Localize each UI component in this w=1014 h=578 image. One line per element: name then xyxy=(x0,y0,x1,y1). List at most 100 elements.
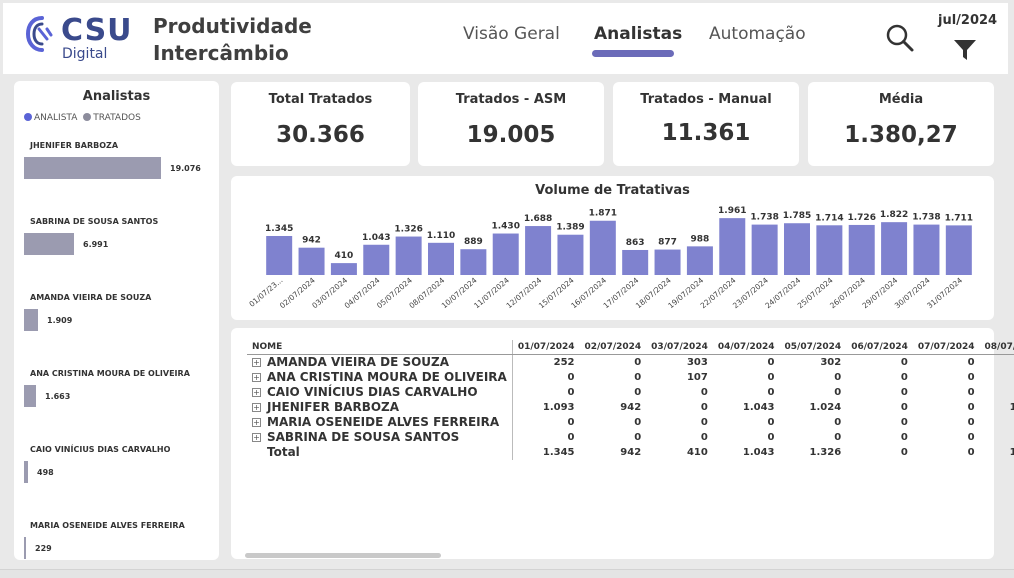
horizontal-scrollbar[interactable] xyxy=(245,553,441,558)
table-cell: 0 xyxy=(700,416,708,428)
chart-bar[interactable] xyxy=(622,249,649,275)
csu-logo-icon xyxy=(25,16,53,52)
table-header-row: NOME 01/07/2024 02/07/2024 03/07/2024 04/07/… xyxy=(247,340,1014,355)
table-total-row: Total 1.345 942 410 1.043 1.326 0 0 1.110 xyxy=(247,444,1014,460)
table-cell: 107 xyxy=(686,371,708,383)
table-cell: 0 xyxy=(634,371,642,383)
kpi-title: Total Tratados xyxy=(268,92,373,107)
nav-visao-geral[interactable]: Visão Geral xyxy=(463,24,560,44)
nav-active-indicator xyxy=(592,50,674,57)
column-header-date[interactable]: 05/07/2024 xyxy=(779,340,847,355)
table-cell: 942 xyxy=(620,446,642,458)
chart-bar[interactable] xyxy=(881,222,908,275)
productivity-table: NOME 01/07/2024 02/07/2024 03/07/2024 04/07/… xyxy=(247,340,1014,460)
chart-bar[interactable] xyxy=(719,218,746,275)
chart-bar[interactable] xyxy=(945,225,972,275)
chart-bar[interactable] xyxy=(428,242,454,275)
chart-bar[interactable] xyxy=(525,226,552,275)
table-row: + JHENIFER BARBOZA 1.093 942 0 1.043 1.024 0 0 1.… xyxy=(247,399,1014,415)
column-header-date[interactable]: 01/07/2024 xyxy=(512,340,580,355)
chart-bar[interactable] xyxy=(654,249,681,275)
row-name-cell: + ANA CRISTINA MOURA DE OLIVEIRA xyxy=(247,369,513,385)
chart-bar[interactable] xyxy=(266,235,293,275)
expand-icon[interactable]: + xyxy=(252,358,261,368)
table-cell: 1.345 xyxy=(542,446,575,458)
chart-bar[interactable] xyxy=(589,220,616,275)
analyst-bar[interactable] xyxy=(24,309,38,331)
analyst-bar[interactable] xyxy=(24,537,26,559)
column-header-date[interactable]: 02/07/2024 xyxy=(579,340,647,355)
title-line-1: Produtividade xyxy=(153,14,312,38)
table-cell: 106 xyxy=(980,355,1014,370)
chart-bar[interactable] xyxy=(816,225,843,275)
table-cell: 1.326 xyxy=(809,446,842,458)
table-cell: 942 xyxy=(620,401,642,413)
table-cell: 0 xyxy=(980,370,1014,385)
row-name-cell: + MARIA OSENEIDE ALVES FERREIRA xyxy=(247,414,513,430)
chart-bar[interactable] xyxy=(751,224,778,275)
analyst-value: 19.076 xyxy=(170,164,201,173)
kpi-title: Tratados - Manual xyxy=(640,92,772,107)
table-row: +MARIA OSENEIDE ALVES FERREIRA00000000 xyxy=(247,414,1014,430)
table-cell: 0 xyxy=(634,431,642,443)
table-cell: 0 xyxy=(834,386,842,398)
chart-bar[interactable] xyxy=(460,249,487,275)
column-header-date[interactable]: 07/07/2024 xyxy=(912,340,980,355)
column-header-date[interactable]: 04/07/2024 xyxy=(712,340,780,355)
table-cell: 410 xyxy=(686,446,708,458)
table-cell: 0 xyxy=(900,401,908,413)
chart-bar[interactable] xyxy=(395,236,422,275)
kpi-card-asm: Tratados - ASM 19.005 xyxy=(418,82,604,166)
row-name: Total xyxy=(267,445,300,459)
analyst-bar[interactable] xyxy=(24,157,161,179)
search-icon[interactable] xyxy=(885,23,915,53)
chart-bar[interactable] xyxy=(298,247,325,275)
chart-data-label: 877 xyxy=(658,238,677,248)
chart-data-label: 1.726 xyxy=(847,213,875,223)
chart-bar[interactable] xyxy=(363,244,390,275)
chart-data-label: 942 xyxy=(302,236,321,246)
expand-icon[interactable]: + xyxy=(252,373,261,382)
analyst-bar[interactable] xyxy=(24,385,36,407)
column-header-nome[interactable]: NOME xyxy=(247,340,513,355)
kpi-card-media: Média 1.380,27 xyxy=(808,82,994,166)
volume-chart-card: Volume de Tratativas 1.345 01/07/23... 942… xyxy=(231,176,994,320)
chart-data-label: 1.326 xyxy=(394,225,422,235)
table-cell: 0 xyxy=(634,386,642,398)
table-cell: 0 xyxy=(980,415,1014,430)
column-header-date[interactable]: 06/07/2024 xyxy=(846,340,913,355)
chart-data-label: 1.785 xyxy=(783,211,811,221)
chart-bar[interactable] xyxy=(848,224,875,275)
table-cell: 0 xyxy=(767,386,775,398)
table-cell: 0 xyxy=(900,446,908,458)
table-cell: 0 xyxy=(967,371,975,383)
chart-bar[interactable] xyxy=(557,234,584,275)
column-header-date[interactable]: 03/07/2024 xyxy=(646,340,713,355)
chart-bar[interactable] xyxy=(492,233,519,275)
table-cell: 0 xyxy=(567,371,575,383)
kpi-card-total: Total Tratados 30.366 xyxy=(231,82,410,166)
chart-bar[interactable] xyxy=(686,246,713,275)
logo-subtext: Digital xyxy=(62,46,108,62)
analyst-bar[interactable] xyxy=(24,233,74,255)
kpi-card-manual: Tratados - Manual 11.361 xyxy=(613,82,799,166)
table-cell: 0 xyxy=(567,386,575,398)
table-cell: 0 xyxy=(900,431,908,443)
productivity-table-card: NOME 01/07/2024 02/07/2024 03/07/2024 04/07/… xyxy=(231,328,1014,559)
nav-analistas[interactable]: Analistas xyxy=(594,24,683,44)
chart-data-label: 1.389 xyxy=(556,223,584,233)
row-name-cell: + AMANDA VIEIRA DE SOUZA xyxy=(247,354,513,370)
nav-automacao[interactable]: Automação xyxy=(709,24,806,44)
expand-icon[interactable]: + xyxy=(252,403,261,412)
filter-icon[interactable] xyxy=(953,39,977,61)
column-header-date[interactable]: 08/07/2024 xyxy=(979,340,1014,355)
chart-bar[interactable] xyxy=(784,223,810,275)
expand-icon[interactable]: + xyxy=(252,418,261,427)
expand-icon[interactable]: + xyxy=(252,433,261,442)
table-cell: 0 xyxy=(834,416,842,428)
row-name-cell: + JHENIFER BARBOZA xyxy=(247,399,513,415)
chart-bar[interactable] xyxy=(913,224,940,275)
analyst-bar[interactable] xyxy=(24,461,28,483)
expand-icon[interactable]: + xyxy=(252,388,261,397)
chart-bar[interactable] xyxy=(330,263,357,275)
